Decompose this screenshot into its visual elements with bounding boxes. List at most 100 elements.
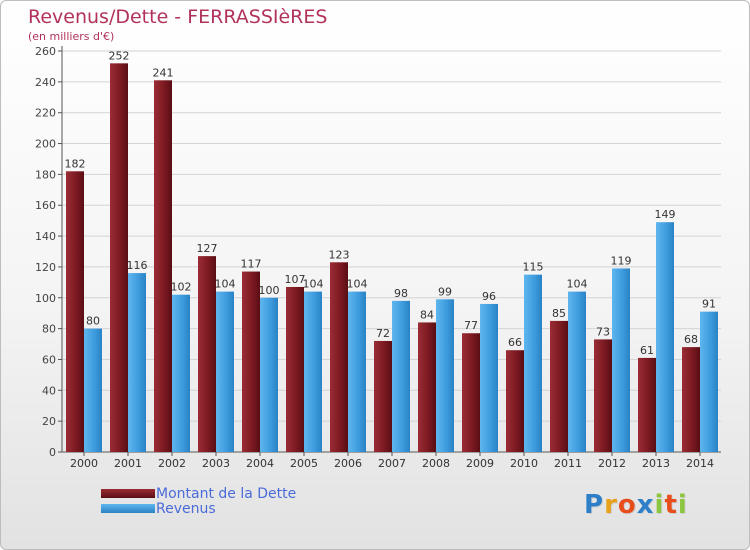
bar-dette <box>462 333 480 452</box>
bar-revenus <box>172 294 190 452</box>
y-tick-label: 100 <box>35 292 56 305</box>
bar-revenus <box>656 222 674 452</box>
bar-dette <box>242 271 260 452</box>
bar-dette <box>110 63 128 452</box>
bar-revenus <box>700 311 718 452</box>
data-label-dette: 73 <box>596 325 610 338</box>
bar-dette <box>594 339 612 452</box>
bar-dette <box>154 80 172 453</box>
data-label-revenus: 99 <box>438 285 452 298</box>
x-tick-label: 2001 <box>114 457 142 470</box>
x-tick-label: 2009 <box>466 457 494 470</box>
data-label-dette: 117 <box>241 258 262 271</box>
data-label-revenus: 102 <box>171 281 192 294</box>
y-tick-label: 120 <box>35 261 56 274</box>
data-label-dette: 252 <box>109 49 130 62</box>
data-label-dette: 77 <box>464 319 478 332</box>
logo-letter: o <box>617 490 637 520</box>
x-tick-label: 2000 <box>70 457 98 470</box>
data-label-dette: 66 <box>508 336 522 349</box>
data-label-revenus: 115 <box>523 261 544 274</box>
data-label-dette: 107 <box>285 273 306 286</box>
logo-letter: r <box>604 490 618 520</box>
bar-dette <box>506 350 524 452</box>
bar-revenus <box>612 268 630 452</box>
y-tick-label: 40 <box>42 384 56 397</box>
y-tick-label: 200 <box>35 138 56 151</box>
y-tick-label: 180 <box>35 168 56 181</box>
legend-swatch-revenus <box>101 504 155 513</box>
y-tick-label: 260 <box>35 45 56 58</box>
data-label-revenus: 116 <box>127 259 148 272</box>
y-tick-label: 60 <box>42 353 56 366</box>
data-label-revenus: 104 <box>567 278 588 291</box>
bar-revenus <box>128 273 146 452</box>
bar-revenus <box>568 291 586 452</box>
x-tick-label: 2012 <box>598 457 626 470</box>
x-tick-label: 2014 <box>686 457 714 470</box>
bar-revenus <box>348 291 366 452</box>
y-tick-label: 240 <box>35 76 56 89</box>
bar-revenus <box>304 291 322 452</box>
data-label-revenus: 119 <box>611 254 632 267</box>
bar-revenus <box>216 291 234 452</box>
bar-dette <box>374 340 392 452</box>
x-tick-label: 2006 <box>334 457 362 470</box>
bar-dette <box>286 286 304 452</box>
bar-dette <box>198 256 216 452</box>
data-label-revenus: 100 <box>259 284 280 297</box>
x-tick-label: 2013 <box>642 457 670 470</box>
data-label-dette: 85 <box>552 307 566 320</box>
data-label-revenus: 104 <box>303 278 324 291</box>
bar-dette <box>638 357 656 452</box>
data-label-dette: 127 <box>197 242 218 255</box>
x-tick-label: 2003 <box>202 457 230 470</box>
data-label-dette: 241 <box>153 66 174 79</box>
legend-label-dette: Montant de la Dette <box>156 486 297 502</box>
x-tick-label: 2007 <box>378 457 406 470</box>
x-tick-label: 2004 <box>246 457 274 470</box>
x-tick-label: 2008 <box>422 457 450 470</box>
bar-dette <box>418 322 436 452</box>
x-tick-label: 2005 <box>290 457 318 470</box>
y-tick-label: 80 <box>42 323 56 336</box>
data-label-revenus: 96 <box>482 290 496 303</box>
bar-dette <box>66 171 84 453</box>
logo-letter: i <box>677 490 688 520</box>
bar-revenus <box>260 297 278 452</box>
proxiti-logo: Proxiti <box>584 490 688 520</box>
legend-swatch-dette <box>101 489 155 498</box>
data-label-revenus: 80 <box>86 315 100 328</box>
bar-revenus <box>392 300 410 452</box>
bar-revenus <box>480 303 498 452</box>
chart-subtitle: (en milliers d'€) <box>28 30 115 43</box>
bar-dette <box>550 320 568 452</box>
y-tick-label: 140 <box>35 230 56 243</box>
data-label-dette: 84 <box>420 308 434 321</box>
logo-letter: P <box>584 490 605 520</box>
data-label-dette: 72 <box>376 327 390 340</box>
data-label-revenus: 98 <box>394 287 408 300</box>
data-label-revenus: 91 <box>702 298 716 311</box>
logo-letter: i <box>654 490 665 520</box>
legend-label-revenus: Revenus <box>156 501 216 517</box>
bar-revenus <box>436 299 454 452</box>
y-tick-label: 220 <box>35 107 56 120</box>
data-label-dette: 68 <box>684 333 698 346</box>
bar-revenus <box>84 328 102 452</box>
logo-letter: x <box>636 490 655 520</box>
data-label-dette: 182 <box>65 157 86 170</box>
data-label-revenus: 104 <box>347 278 368 291</box>
x-tick-label: 2002 <box>158 457 186 470</box>
y-tick-label: 160 <box>35 199 56 212</box>
data-label-dette: 123 <box>329 248 350 261</box>
y-tick-label: 20 <box>42 415 56 428</box>
y-tick-label: 0 <box>49 446 56 459</box>
data-label-revenus: 104 <box>215 278 236 291</box>
x-tick-label: 2011 <box>554 457 582 470</box>
bar-dette <box>330 262 348 452</box>
x-tick-label: 2010 <box>510 457 538 470</box>
data-label-dette: 61 <box>640 344 654 357</box>
